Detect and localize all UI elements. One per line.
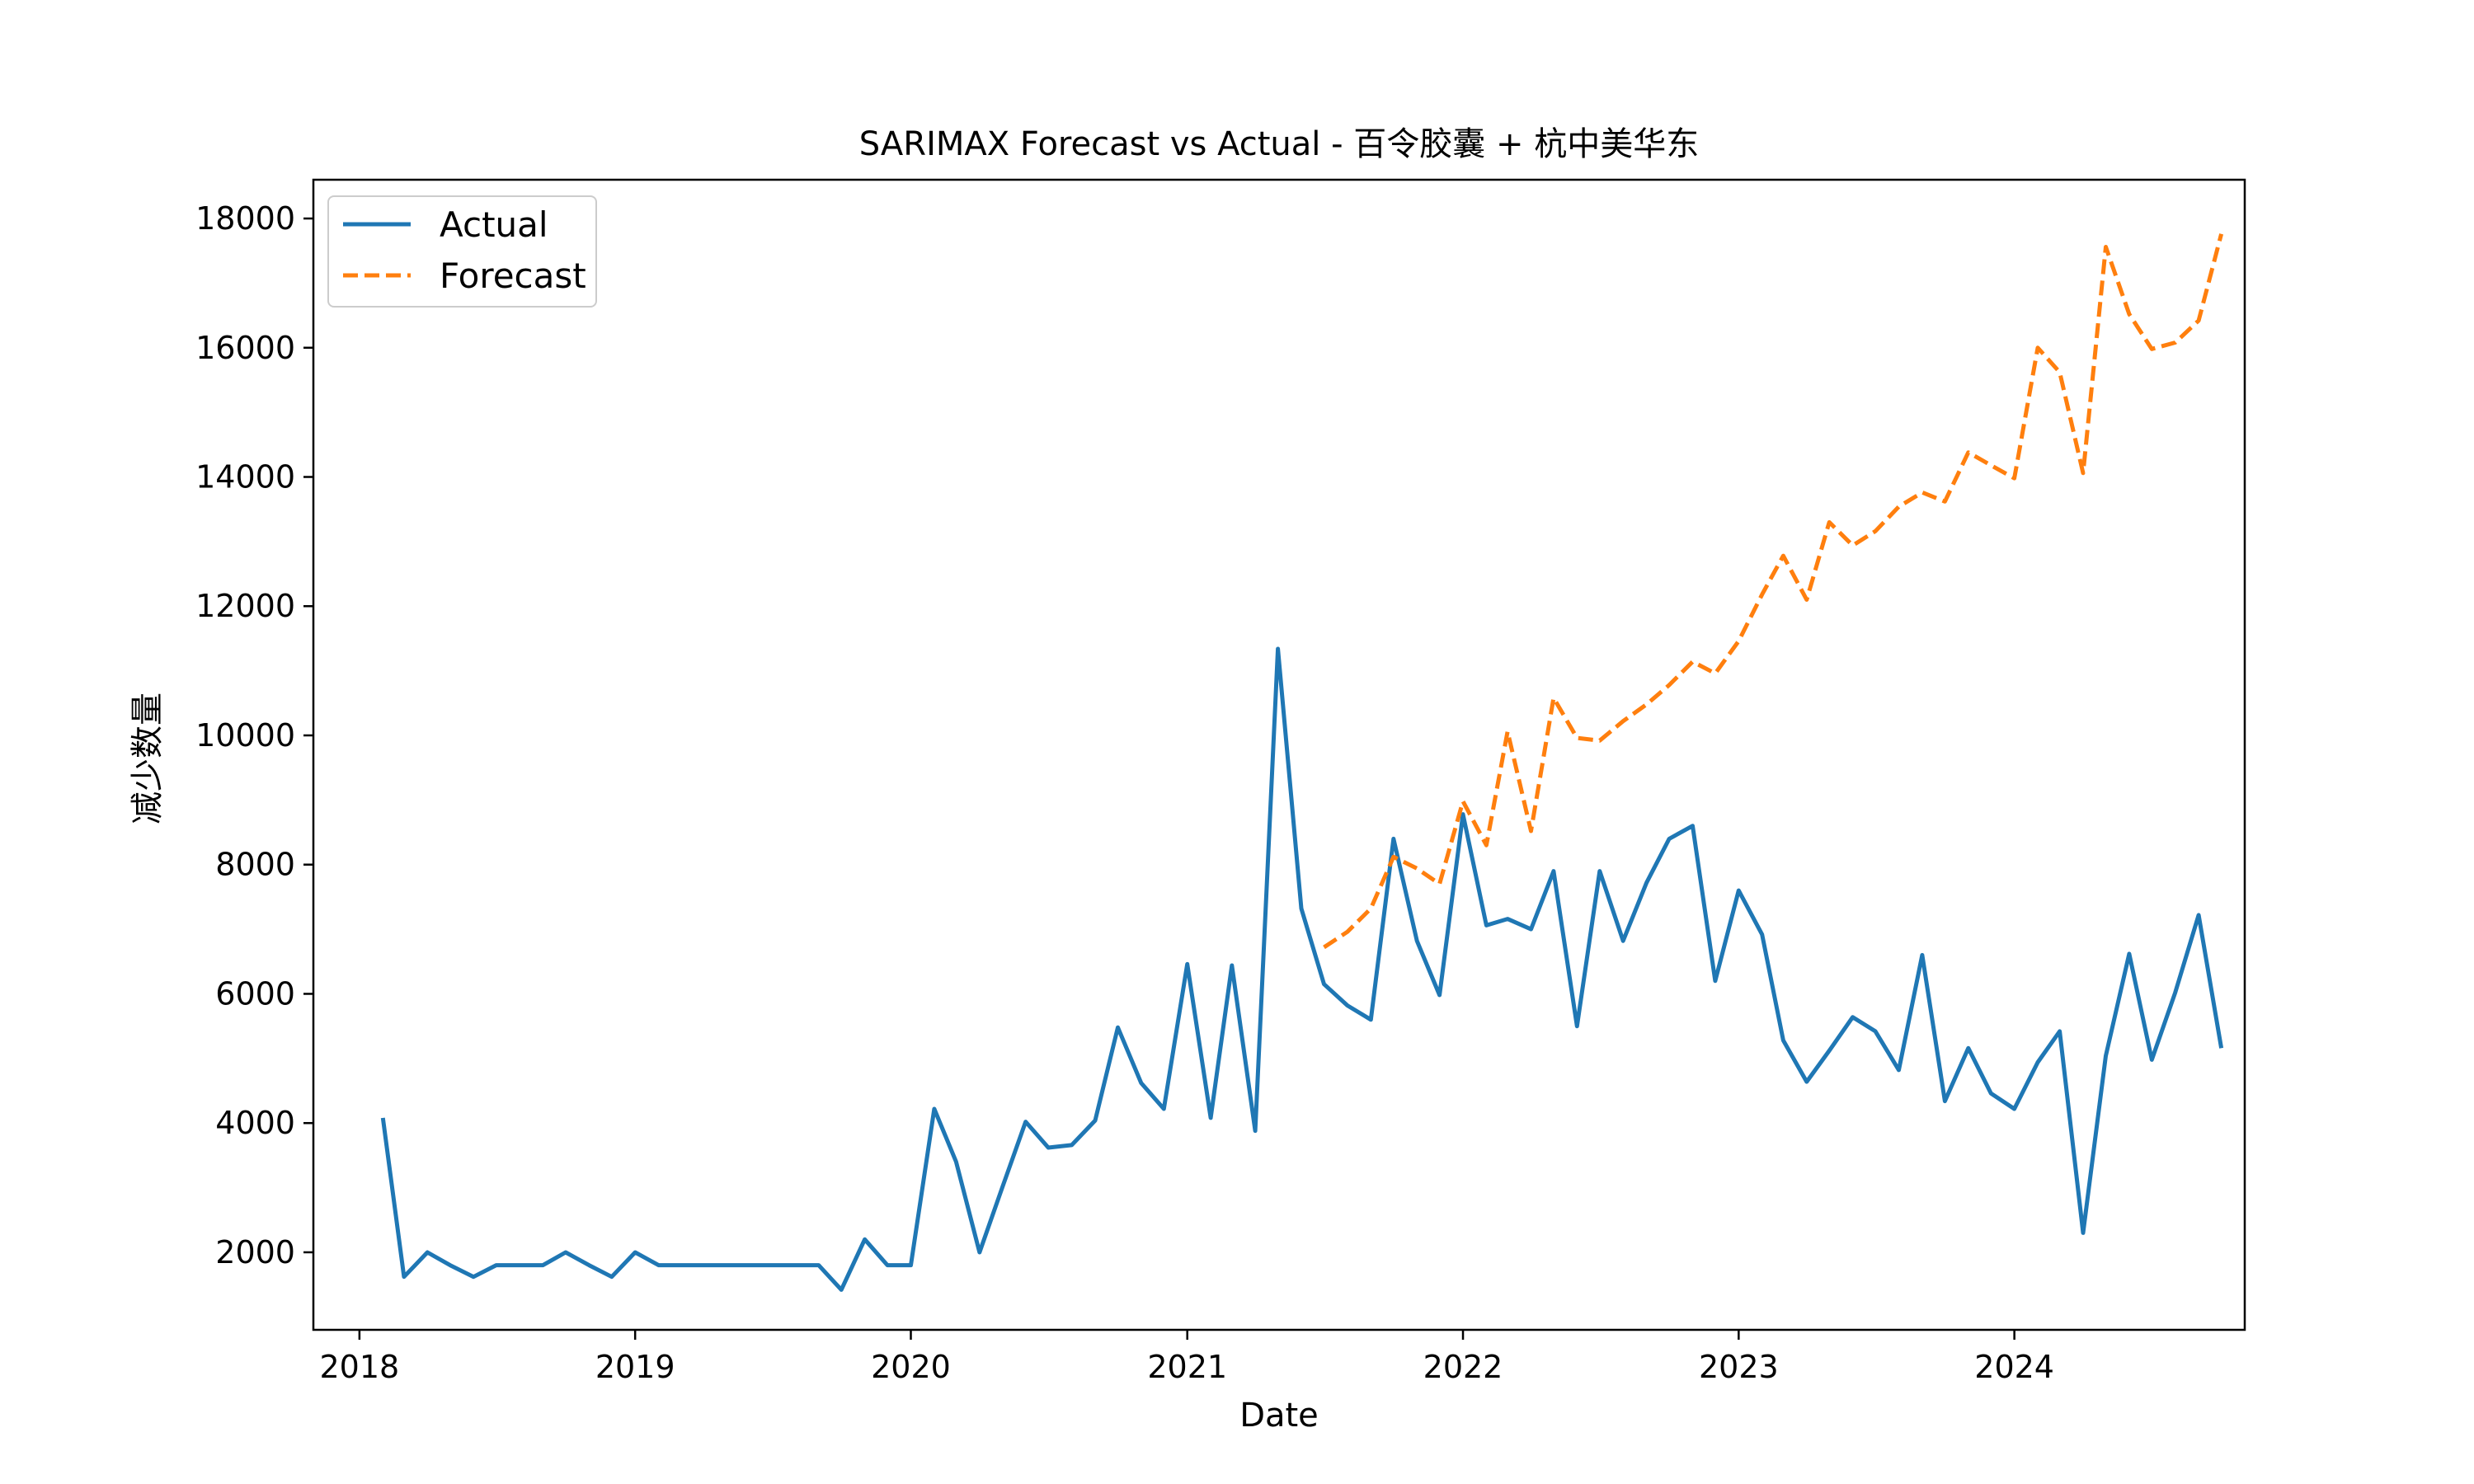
x-tick-label: 2022 — [1423, 1349, 1503, 1385]
y-tick-label: 12000 — [195, 588, 295, 624]
x-axis: 2018 2019 2020 2021 2022 2023 2024 — [320, 1330, 2054, 1385]
x-tick-label: 2021 — [1147, 1349, 1227, 1385]
y-tick-label: 2000 — [215, 1234, 295, 1270]
x-tick-label: 2020 — [871, 1349, 951, 1385]
x-tick-label: 2019 — [595, 1349, 675, 1385]
y-axis-title: 减少数量 — [129, 693, 167, 824]
series-line-actual — [380, 646, 2224, 1292]
series-line-forecast — [1323, 233, 2224, 950]
y-tick-label: 16000 — [195, 330, 295, 366]
legend: Actual Forecast — [327, 195, 597, 308]
y-tick-label: 14000 — [195, 459, 295, 495]
y-tick-label: 18000 — [195, 200, 295, 237]
plot-area — [312, 178, 2246, 1331]
x-tick-label: 2024 — [1974, 1349, 2054, 1385]
y-axis: 2000 4000 6000 8000 10000 12000 14000 16000 1800… — [195, 200, 313, 1270]
y-tick-label: 6000 — [215, 975, 295, 1012]
plot-frame — [312, 178, 2246, 1331]
x-tick-label: 2018 — [320, 1349, 400, 1385]
x-tick-label: 2023 — [1699, 1349, 1779, 1385]
chart-title: SARIMAX Forecast vs Actual - 百令胶囊 + 杭中美华… — [859, 125, 1699, 163]
x-axis-title: Date — [1239, 1397, 1319, 1435]
legend-label-actual: Actual — [440, 204, 548, 245]
y-tick-label: 8000 — [215, 847, 295, 883]
y-tick-label: 4000 — [215, 1105, 295, 1141]
y-tick-label: 10000 — [195, 717, 295, 754]
legend-label-forecast: Forecast — [440, 256, 586, 296]
